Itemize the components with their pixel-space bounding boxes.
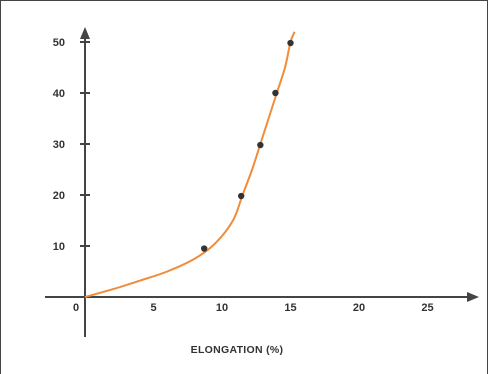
y-tick-label: 50 bbox=[53, 37, 65, 49]
y-tick-label: 30 bbox=[53, 139, 65, 151]
x-tick-label: 25 bbox=[421, 302, 433, 314]
data-point bbox=[200, 245, 208, 252]
x-tick-label: 15 bbox=[284, 302, 296, 314]
x-axis-title: ELONGATION (%) bbox=[191, 344, 284, 356]
series bbox=[84, 31, 296, 298]
x-tick-label: 5 bbox=[150, 302, 156, 314]
ticks: 0 5 10 15 20 25 10 20 30 40 50 bbox=[53, 37, 434, 314]
data-point bbox=[287, 39, 294, 47]
x-tick-label: 20 bbox=[353, 302, 365, 314]
y-tick-label: 20 bbox=[53, 190, 65, 202]
x-axis-arrow bbox=[467, 292, 479, 302]
y-tick-label: 40 bbox=[53, 88, 65, 100]
data-point bbox=[237, 192, 245, 200]
data-points bbox=[200, 39, 294, 252]
x-tick-label: 0 bbox=[73, 302, 79, 314]
data-point bbox=[257, 141, 264, 149]
y-tick-label: 10 bbox=[53, 241, 65, 253]
x-tick-label: 10 bbox=[216, 302, 228, 314]
series-line bbox=[84, 31, 296, 298]
data-point bbox=[272, 89, 279, 97]
axes bbox=[45, 27, 479, 337]
y-axis-arrow bbox=[80, 27, 90, 39]
